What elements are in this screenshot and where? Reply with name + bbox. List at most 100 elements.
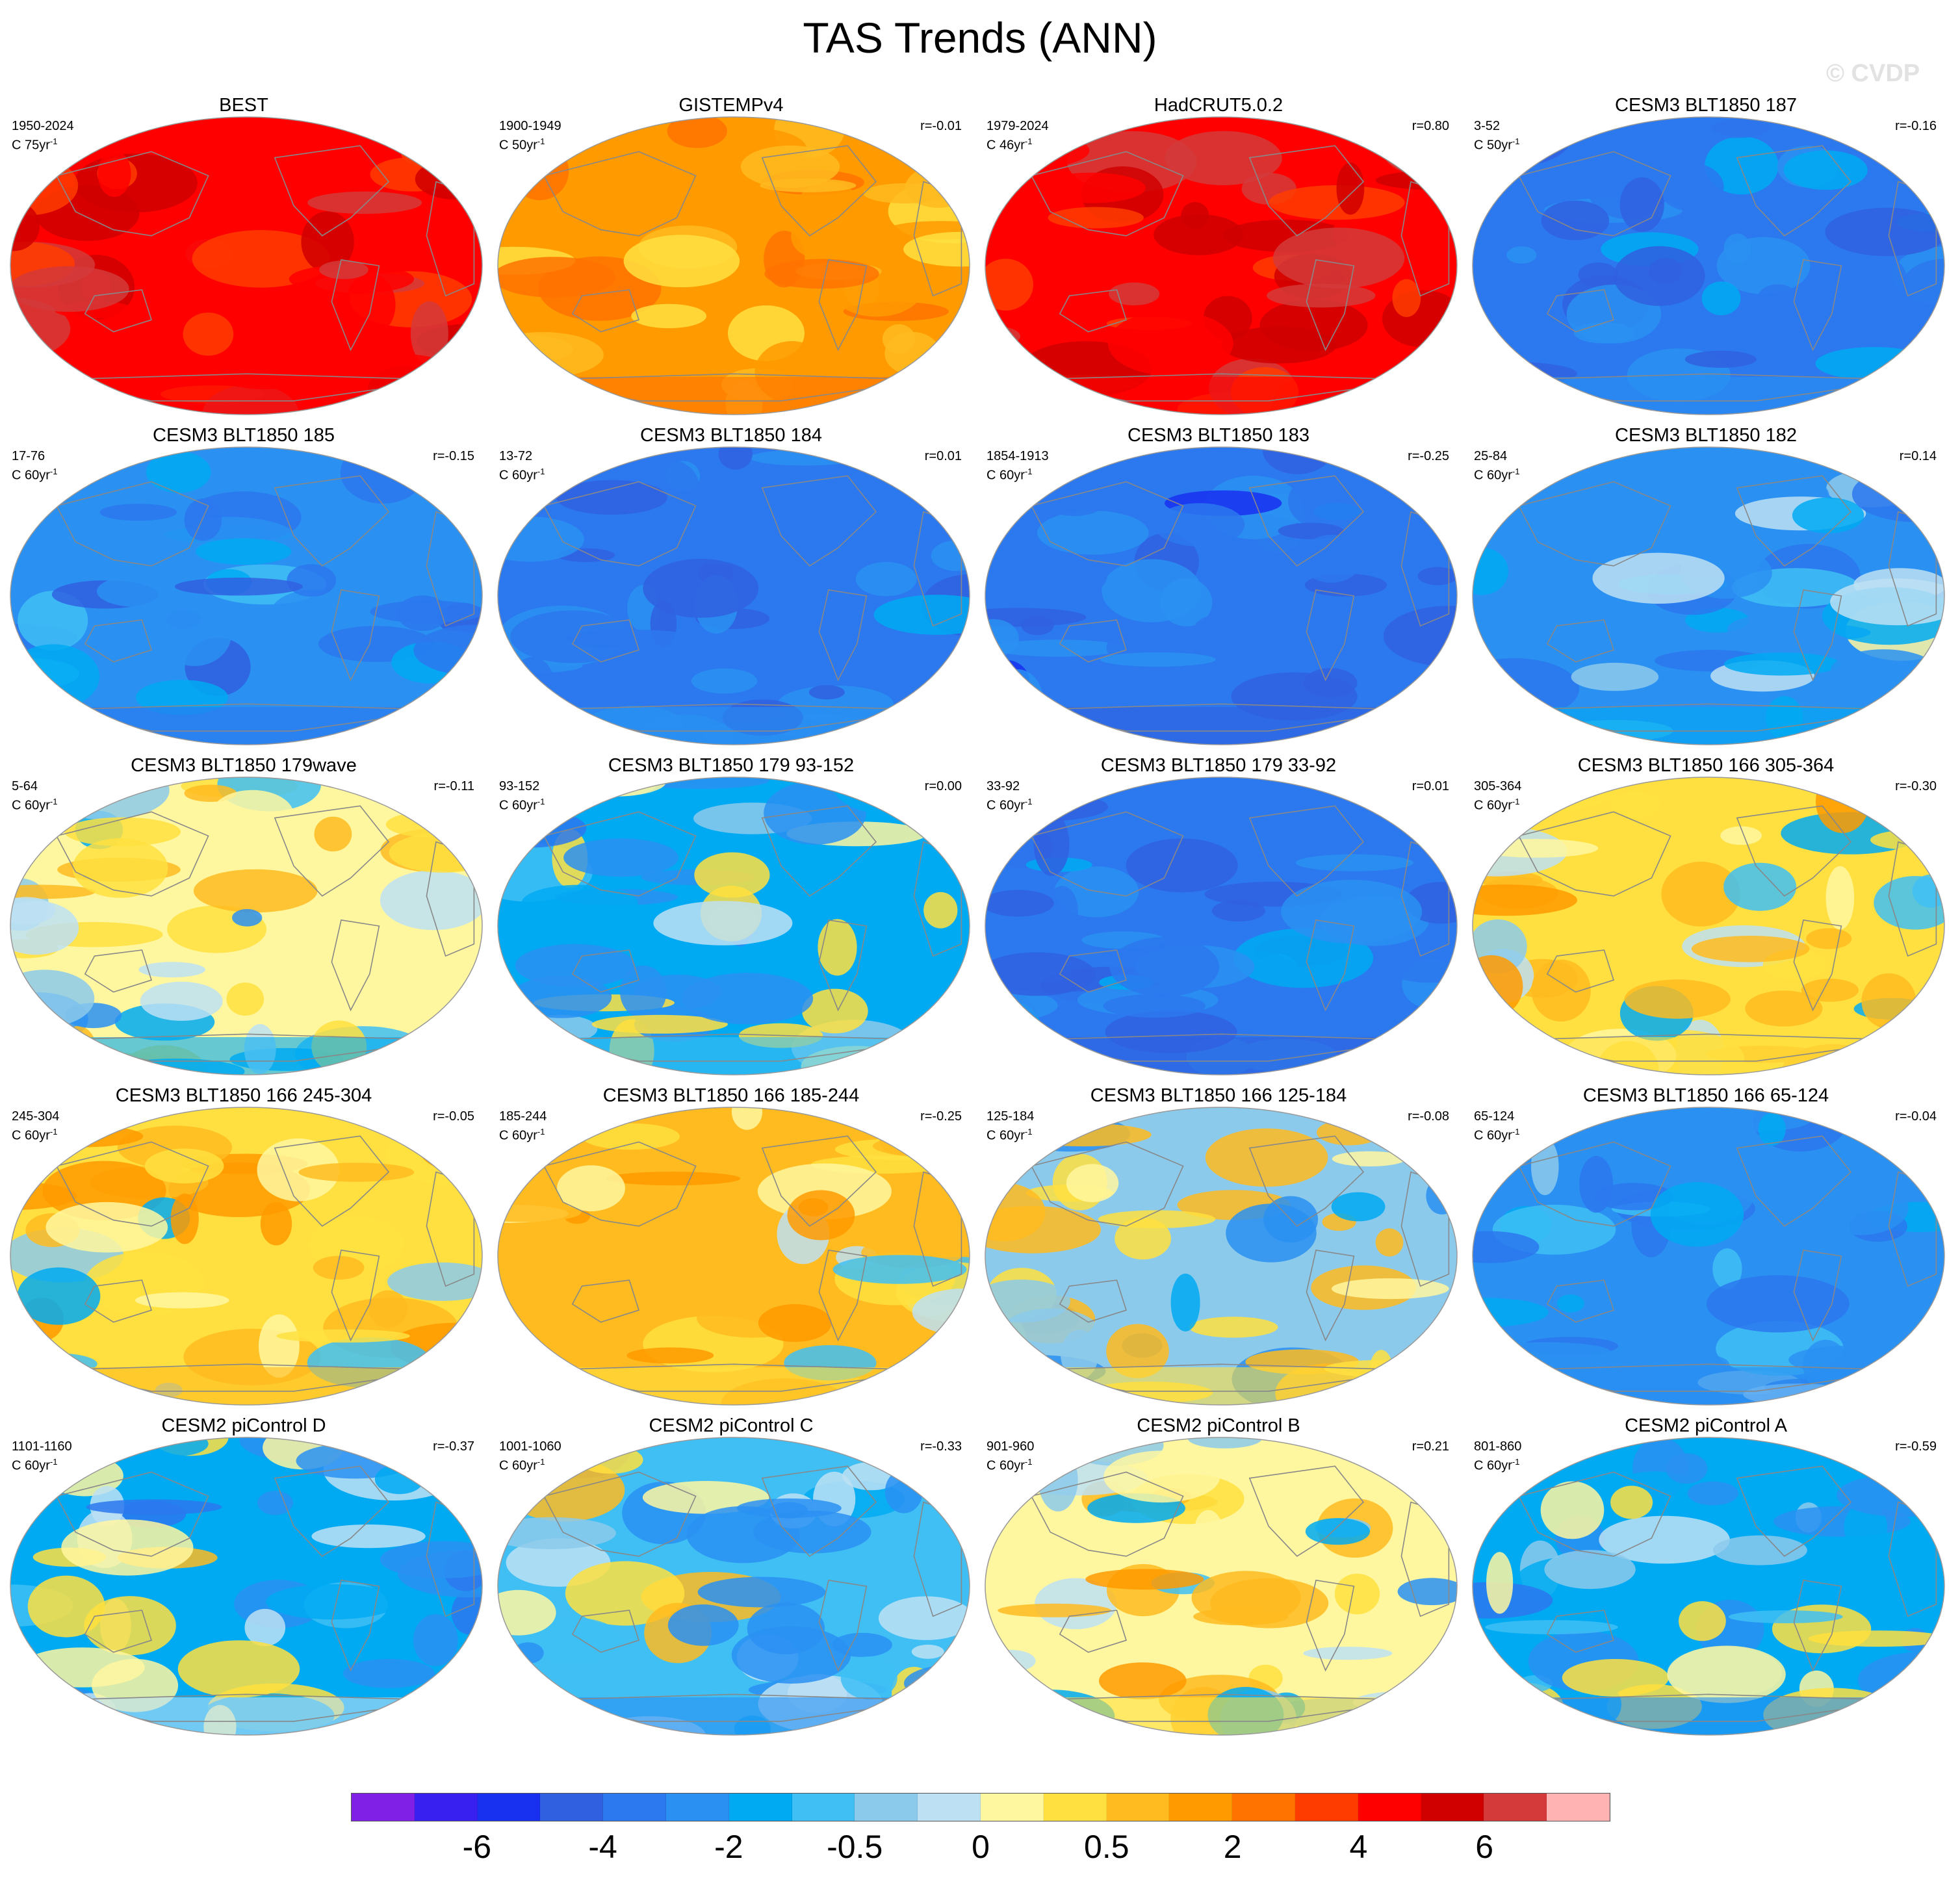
panel-period: 901-960 [986, 1439, 1035, 1454]
panel-title: HadCRUT5.0.2 [1154, 95, 1283, 116]
trend-map [985, 1107, 1458, 1406]
colorbar-swatch [918, 1794, 981, 1821]
panel-title: CESM3 BLT1850 187 [1615, 95, 1797, 116]
panel-title: CESM3 BLT1850 179 33-92 [1100, 755, 1337, 776]
panel-correlation: r=-0.25 [1408, 449, 1449, 463]
colorbar-swatch [1106, 1794, 1170, 1821]
panel-period: 1900-1949 [499, 119, 561, 133]
map-panel: CESM3 BLT1850 166 305-364 305-364 C 60yr-1… [1462, 752, 1950, 1077]
panel-period: 305-364 [1474, 779, 1522, 793]
map-panel: CESM2 piControl A 801-860 C 60yr-1 r=-0.59 [1462, 1413, 1950, 1738]
panel-period: 1950-2024 [12, 119, 74, 133]
panel-title: CESM3 BLT1850 184 [640, 425, 822, 446]
colorbar-swatch [729, 1794, 792, 1821]
panel-units: C 60yr-1 [1474, 467, 1520, 483]
colorbar-swatch [414, 1794, 478, 1821]
panel-units: C 60yr-1 [12, 797, 58, 813]
panel-title: CESM2 piControl C [649, 1415, 814, 1436]
panel-correlation: r=-0.37 [433, 1439, 474, 1454]
panel-period: 25-84 [1474, 449, 1508, 463]
colorbar-swatch [855, 1794, 918, 1821]
panel-period: 93-152 [499, 779, 540, 793]
panel-units: C 60yr-1 [1474, 1457, 1520, 1473]
map-panel: GISTEMPv4 1900-1949 C 50yr-1 r=-0.01 [487, 92, 975, 417]
panel-units: C 60yr-1 [1474, 797, 1520, 813]
panel-correlation: r=-0.30 [1895, 779, 1937, 793]
panel-title: CESM3 BLT1850 166 245-304 [115, 1085, 372, 1106]
colorbar-swatch [665, 1794, 729, 1821]
panel-title: CESM3 BLT1850 166 305-364 [1577, 755, 1835, 776]
colorbar-tick-label: 0.5 [1084, 1829, 1129, 1865]
colorbar-swatch [1484, 1794, 1547, 1821]
colorbar-swatch [1169, 1794, 1233, 1821]
panel-title: CESM2 piControl B [1137, 1415, 1300, 1436]
panel-units: C 60yr-1 [986, 1127, 1033, 1143]
panel-units: C 60yr-1 [986, 797, 1033, 813]
trend-map [985, 446, 1458, 745]
colorbar-swatch [603, 1794, 666, 1821]
panel-correlation: r=-0.08 [1408, 1109, 1449, 1124]
map-panel: CESM2 piControl B 901-960 C 60yr-1 r=0.21 [975, 1413, 1462, 1738]
panel-period: 5-64 [12, 779, 38, 793]
map-panel: CESM2 piControl D 1101-1160 C 60yr-1 r=-0.3… [0, 1413, 487, 1738]
colorbar-swatch [477, 1794, 541, 1821]
map-panel: BEST 1950-2024 C 75yr-1 [0, 92, 487, 417]
colorbar-swatch [792, 1794, 855, 1821]
panel-units: C 60yr-1 [12, 467, 58, 483]
colorbar-tick-label: 4 [1349, 1829, 1368, 1865]
map-panel: CESM3 BLT1850 184 13-72 C 60yr-1 r=0.01 [487, 422, 975, 747]
panel-title: CESM2 piControl A [1625, 1415, 1787, 1436]
panel-units: C 50yr-1 [1474, 136, 1520, 153]
map-panel-grid: BEST 1950-2024 C 75yr-1 GISTEMPv4 1900-1949 C… [0, 92, 1950, 1738]
colorbar-swatch [1043, 1794, 1107, 1821]
watermark: © CVDP [1826, 60, 1920, 87]
panel-title: CESM3 BLT1850 183 [1128, 425, 1309, 446]
panel-correlation: r=-0.33 [920, 1439, 962, 1454]
colorbar-tick-label: 2 [1223, 1829, 1242, 1865]
colorbar-tick-label: 6 [1475, 1829, 1494, 1865]
trend-map [10, 116, 483, 415]
colorbar [351, 1793, 1610, 1821]
trend-map [1472, 446, 1945, 745]
map-panel: HadCRUT5.0.2 1979-2024 C 46yr-1 r=0.80 [975, 92, 1462, 417]
trend-map [497, 116, 970, 415]
panel-units: C 60yr-1 [499, 1127, 545, 1143]
panel-period: 1979-2024 [986, 119, 1049, 133]
panel-units: C 60yr-1 [12, 1127, 58, 1143]
panel-period: 33-92 [986, 779, 1020, 793]
panel-units: C 75yr-1 [12, 136, 58, 153]
trend-map [985, 116, 1458, 415]
colorbar-swatch [352, 1794, 415, 1821]
panel-title: CESM3 BLT1850 166 185-244 [602, 1085, 860, 1106]
panel-units: C 60yr-1 [986, 1457, 1033, 1473]
panel-period: 1101-1160 [12, 1439, 72, 1454]
panel-period: 65-124 [1474, 1109, 1515, 1124]
panel-correlation: r=0.00 [924, 779, 962, 793]
panel-correlation: r=-0.04 [1895, 1109, 1937, 1124]
panel-title: CESM3 BLT1850 179 93-152 [608, 755, 855, 776]
colorbar-tick-label: -2 [714, 1829, 743, 1865]
colorbar-tick-label: 0 [972, 1829, 990, 1865]
map-panel: CESM3 BLT1850 179 33-92 33-92 C 60yr-1 r=0.… [975, 752, 1462, 1077]
colorbar-swatch [1232, 1794, 1295, 1821]
trend-map [10, 446, 483, 745]
panel-units: C 60yr-1 [12, 1457, 58, 1473]
trend-map [1472, 1437, 1945, 1736]
panel-correlation: r=-0.01 [920, 119, 962, 133]
panel-correlation: r=0.14 [1899, 449, 1937, 463]
panel-units: C 60yr-1 [499, 797, 545, 813]
panel-correlation: r=-0.15 [433, 449, 474, 463]
panel-correlation: r=0.01 [924, 449, 962, 463]
map-panel: CESM3 BLT1850 179wave 5-64 C 60yr-1 r=-0.11 [0, 752, 487, 1077]
trend-map [497, 1107, 970, 1406]
panel-title: CESM3 BLT1850 166 125-184 [1090, 1085, 1347, 1106]
panel-period: 3-52 [1474, 119, 1501, 133]
map-panel: CESM3 BLT1850 187 3-52 C 50yr-1 r=-0.16 [1462, 92, 1950, 417]
colorbar-swatch [1547, 1794, 1610, 1821]
trend-map [497, 446, 970, 745]
panel-period: 1854-1913 [986, 449, 1049, 463]
panel-title: BEST [219, 95, 268, 116]
panel-correlation: r=0.01 [1412, 779, 1449, 793]
trend-map [1472, 777, 1945, 1075]
panel-title: CESM2 piControl D [161, 1415, 326, 1436]
